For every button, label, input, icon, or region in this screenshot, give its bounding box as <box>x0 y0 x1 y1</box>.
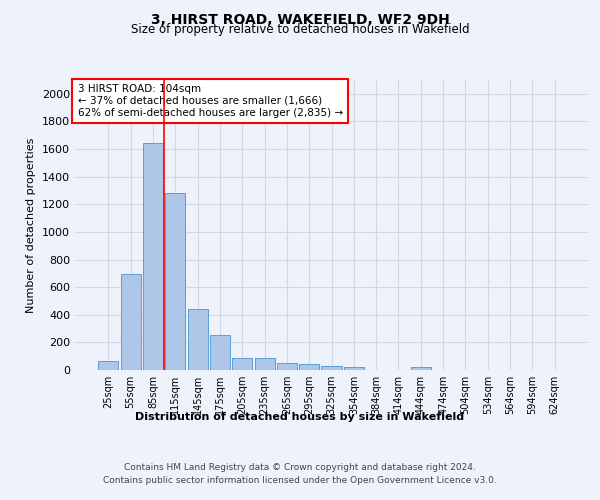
Bar <box>232 358 252 370</box>
Bar <box>121 274 141 370</box>
Text: 3, HIRST ROAD, WAKEFIELD, WF2 9DH: 3, HIRST ROAD, WAKEFIELD, WF2 9DH <box>151 12 449 26</box>
Bar <box>411 367 431 370</box>
Bar <box>188 308 208 370</box>
Bar <box>98 361 118 370</box>
Text: Distribution of detached houses by size in Wakefield: Distribution of detached houses by size … <box>136 412 464 422</box>
Bar <box>344 366 364 370</box>
Text: Size of property relative to detached houses in Wakefield: Size of property relative to detached ho… <box>131 24 469 36</box>
Bar <box>299 364 319 370</box>
Bar <box>277 363 297 370</box>
Bar <box>165 192 185 370</box>
Y-axis label: Number of detached properties: Number of detached properties <box>26 138 37 312</box>
Bar <box>322 366 341 370</box>
Text: 3 HIRST ROAD: 104sqm
← 37% of detached houses are smaller (1,666)
62% of semi-de: 3 HIRST ROAD: 104sqm ← 37% of detached h… <box>77 84 343 117</box>
Bar <box>254 358 275 370</box>
Bar <box>210 335 230 370</box>
Bar <box>143 143 163 370</box>
Text: Contains public sector information licensed under the Open Government Licence v3: Contains public sector information licen… <box>103 476 497 485</box>
Text: Contains HM Land Registry data © Crown copyright and database right 2024.: Contains HM Land Registry data © Crown c… <box>124 464 476 472</box>
